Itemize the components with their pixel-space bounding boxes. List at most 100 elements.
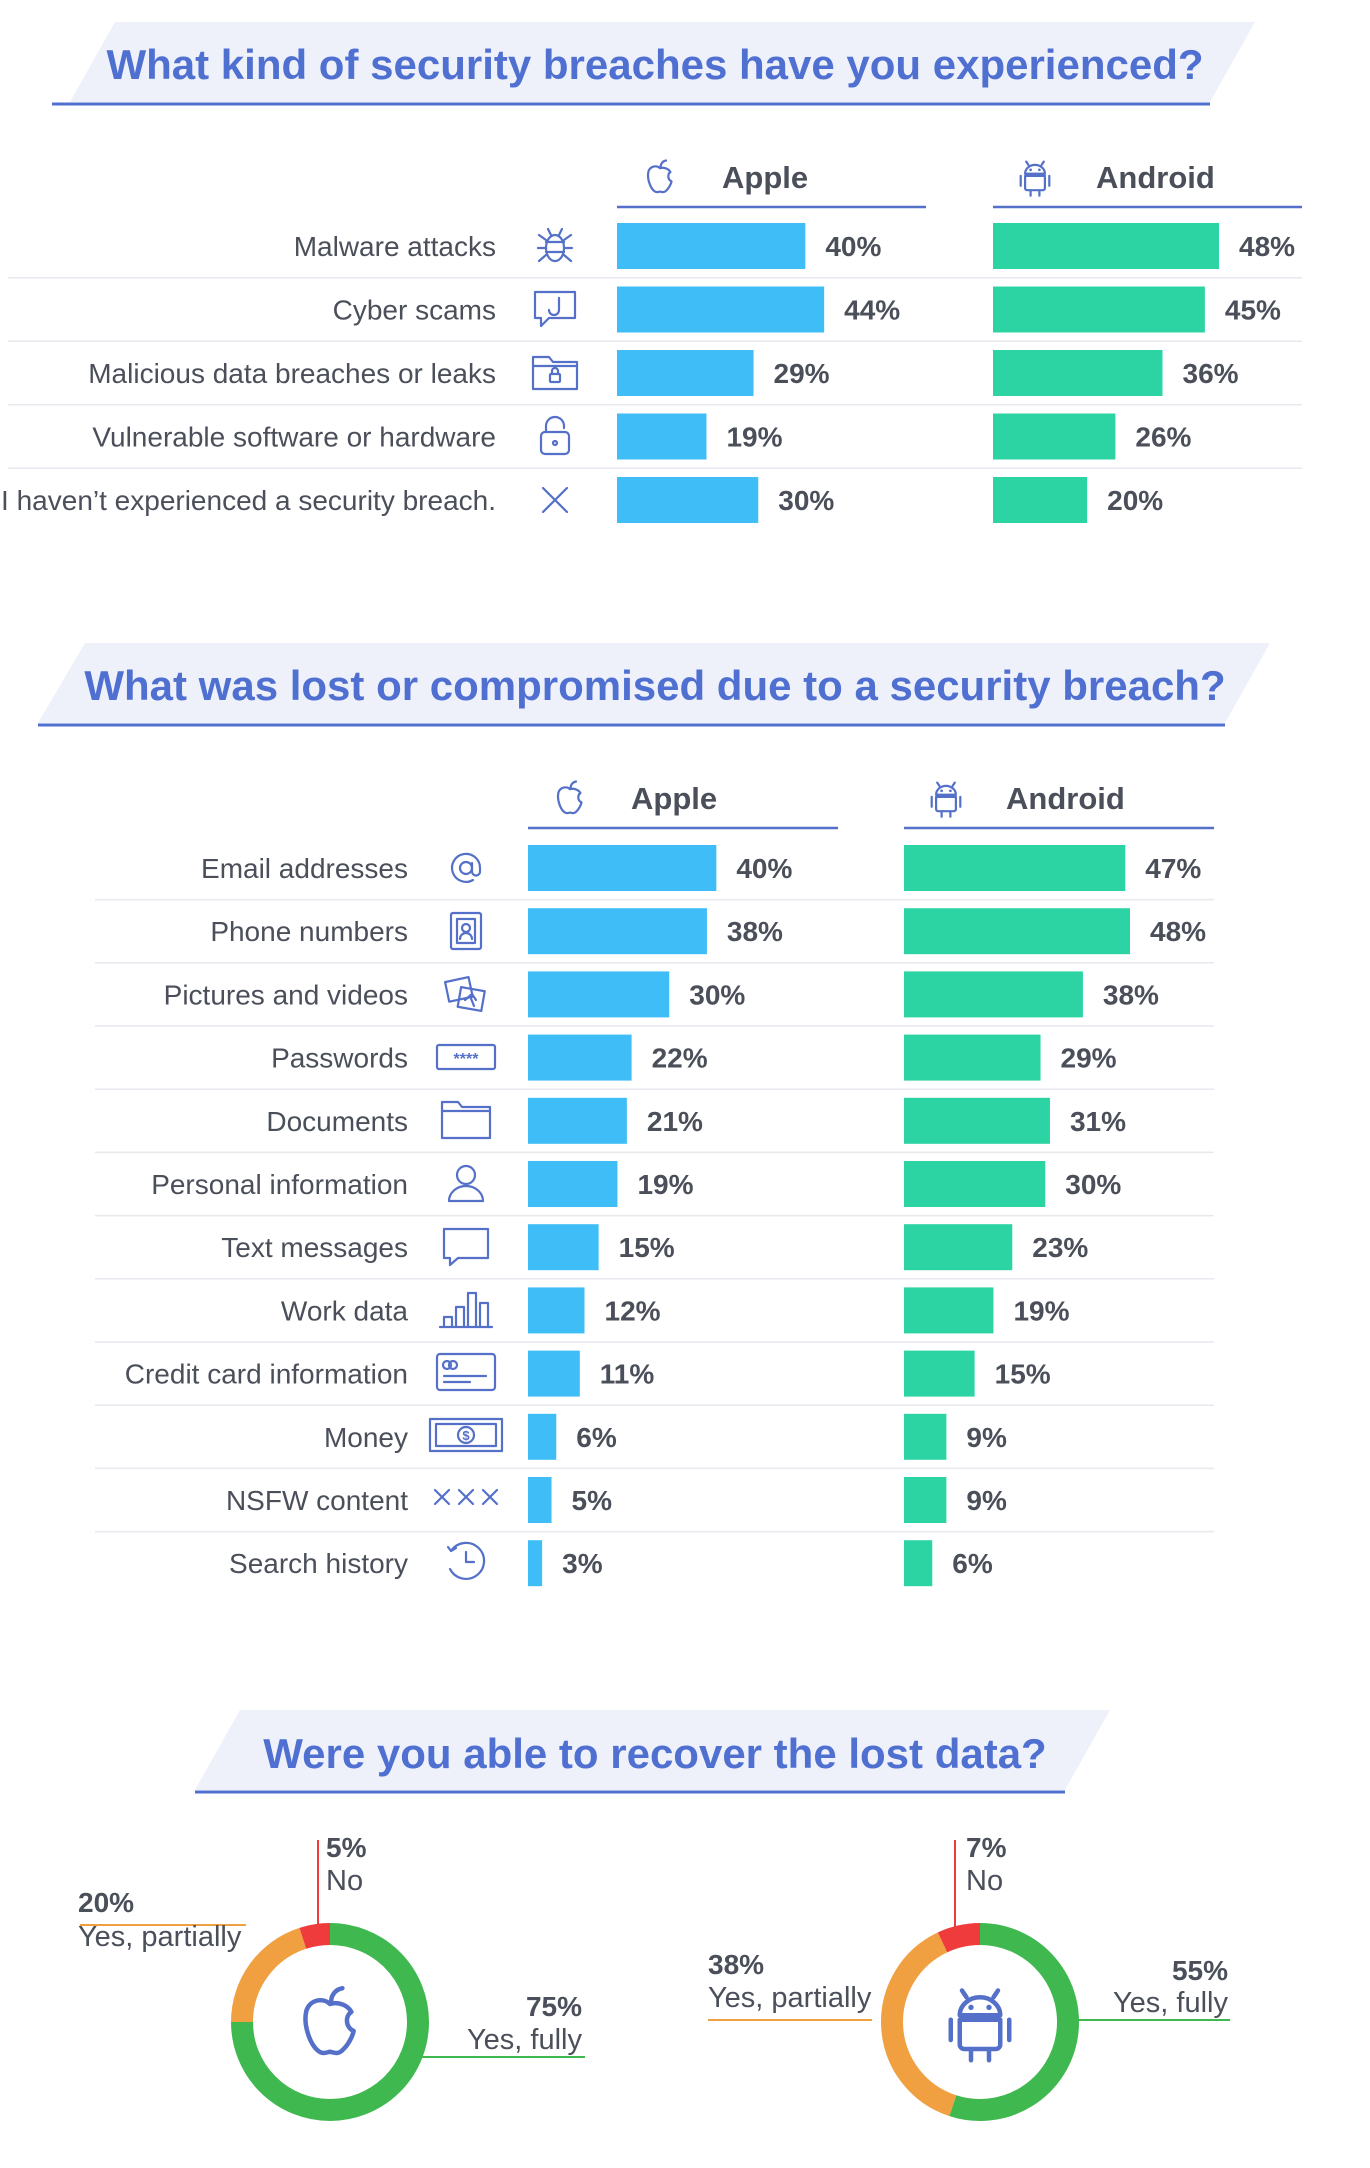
- donut-chart: 75%Yes, fully 20%Yes, partially 5%No: [78, 1832, 585, 2121]
- category-label: Malicious data breaches or leaks: [88, 358, 496, 389]
- apple-value-label: 12%: [605, 1295, 661, 1326]
- android-bar: [904, 1224, 1013, 1271]
- slice-label: Yes, partially: [708, 1982, 872, 2014]
- android-bar: [904, 1034, 1041, 1081]
- category-label: Credit card information: [125, 1359, 408, 1390]
- apple-icon: [305, 1988, 353, 2053]
- apple-bar: [528, 971, 670, 1018]
- donut-chart: 55%Yes, fully 38%Yes, partially 7%No: [708, 1832, 1230, 2121]
- xxx-icon: [433, 1488, 499, 1506]
- category-label: Documents: [266, 1106, 408, 1137]
- apple-value-label: 22%: [652, 1043, 708, 1074]
- legend-apple-label: Apple: [722, 160, 808, 195]
- android-value-label: 20%: [1107, 485, 1163, 516]
- category-label: Work data: [281, 1295, 409, 1326]
- donut-slice: [231, 1923, 429, 2121]
- android-value-label: 23%: [1032, 1232, 1088, 1263]
- android-icon: [930, 781, 962, 818]
- donut-slice: [937, 1923, 981, 1953]
- category-label: I haven’t experienced a security breach.: [1, 485, 496, 516]
- android-value-label: 9%: [966, 1422, 1007, 1453]
- apple-value-label: 40%: [825, 231, 881, 262]
- section-title: Were you able to recover the lost data?: [263, 1730, 1046, 1777]
- pictures-icon: [443, 976, 486, 1013]
- legend-apple: Apple: [617, 159, 926, 209]
- credit-card-icon: [435, 1352, 497, 1392]
- android-value-label: 6%: [952, 1548, 993, 1579]
- android-value-label: 29%: [1061, 1043, 1117, 1074]
- section-data-lost: What was lost or compromised due to a se…: [38, 643, 1270, 1587]
- android-bar: [993, 477, 1088, 523]
- apple-bar: [528, 1477, 552, 1523]
- apple-value-label: 6%: [576, 1422, 617, 1453]
- apple-icon: [556, 780, 583, 815]
- android-value-label: 36%: [1183, 358, 1239, 389]
- android-bar: [904, 971, 1083, 1018]
- legend-android-label: Android: [1006, 781, 1125, 816]
- android-bar: [904, 1477, 947, 1523]
- bar-chart-breach-types: Malware attacks 40% 48% Cyber scams 44% 45% Ma…: [1, 223, 1302, 523]
- android-value-label: 38%: [1103, 979, 1159, 1010]
- slice-label: No: [966, 1865, 1003, 1897]
- category-label: Cyber scams: [333, 295, 496, 326]
- android-value-label: 45%: [1225, 295, 1281, 326]
- category-label: Search history: [229, 1548, 408, 1579]
- android-bar: [904, 1287, 994, 1334]
- apple-value-label: 40%: [736, 853, 792, 884]
- donut-slice: [881, 1932, 957, 2117]
- apple-bar: [528, 1413, 557, 1460]
- donut-slice: [231, 1927, 307, 2023]
- android-value-label: 48%: [1239, 231, 1295, 262]
- android-value-label: 48%: [1150, 916, 1206, 947]
- slice-percent: 75%: [526, 1991, 582, 2022]
- android-value-label: 9%: [966, 1485, 1007, 1516]
- android-bar: [993, 286, 1205, 333]
- heading-band: [70, 22, 1255, 102]
- apple-value-label: 3%: [562, 1548, 603, 1579]
- bar-chart-data-lost: Email addresses 40% 47% Phone numbers 38% 48%…: [95, 845, 1214, 1587]
- apple-bar: [617, 286, 825, 333]
- android-bar: [904, 1161, 1046, 1207]
- apple-value-label: 15%: [619, 1232, 675, 1263]
- apple-bar: [528, 1161, 618, 1207]
- hook-icon: [533, 290, 577, 328]
- folder-icon: [440, 1100, 492, 1140]
- section-title: What kind of security breaches have you …: [106, 41, 1203, 88]
- donut-slice: [949, 1923, 1079, 2121]
- bug-icon: [536, 227, 574, 263]
- apple-value-label: 19%: [726, 422, 782, 453]
- legend-apple-label: Apple: [631, 781, 717, 816]
- category-label: Email addresses: [201, 853, 408, 884]
- apple-bar: [528, 1540, 543, 1587]
- apple-value-label: 38%: [727, 916, 783, 947]
- apple-bar: [617, 413, 707, 460]
- category-label: Text messages: [221, 1232, 408, 1263]
- apple-bar: [528, 1224, 599, 1271]
- apple-value-label: 29%: [774, 358, 830, 389]
- apple-bar: [528, 845, 717, 891]
- apple-bar: [617, 350, 754, 396]
- legend-android: Android: [993, 160, 1302, 209]
- category-label: Phone numbers: [210, 916, 408, 947]
- slice-label: Yes, fully: [1113, 1987, 1228, 2019]
- slice-label: Yes, fully: [467, 2024, 582, 2056]
- slice-percent: 38%: [708, 1949, 764, 1980]
- legend-android-label: Android: [1096, 160, 1215, 195]
- at-sign-icon: [450, 852, 482, 883]
- android-value-label: 15%: [995, 1359, 1051, 1390]
- apple-bar: [528, 1287, 585, 1334]
- section-breach-types: What kind of security breaches have you …: [1, 22, 1302, 523]
- apple-bar: [528, 908, 707, 955]
- category-label: Passwords: [271, 1043, 408, 1074]
- slice-label: Yes, partially: [78, 1921, 242, 1953]
- category-label: Vulnerable software or hardware: [92, 422, 496, 453]
- category-label: Money: [324, 1422, 408, 1453]
- apple-value-label: 19%: [637, 1169, 693, 1200]
- category-label: Personal information: [151, 1169, 408, 1200]
- apple-value-label: 30%: [689, 979, 745, 1010]
- section-recovery: Were you able to recover the lost data? …: [78, 1710, 1230, 2121]
- heading-band: [195, 1710, 1110, 1790]
- android-bar: [904, 908, 1130, 955]
